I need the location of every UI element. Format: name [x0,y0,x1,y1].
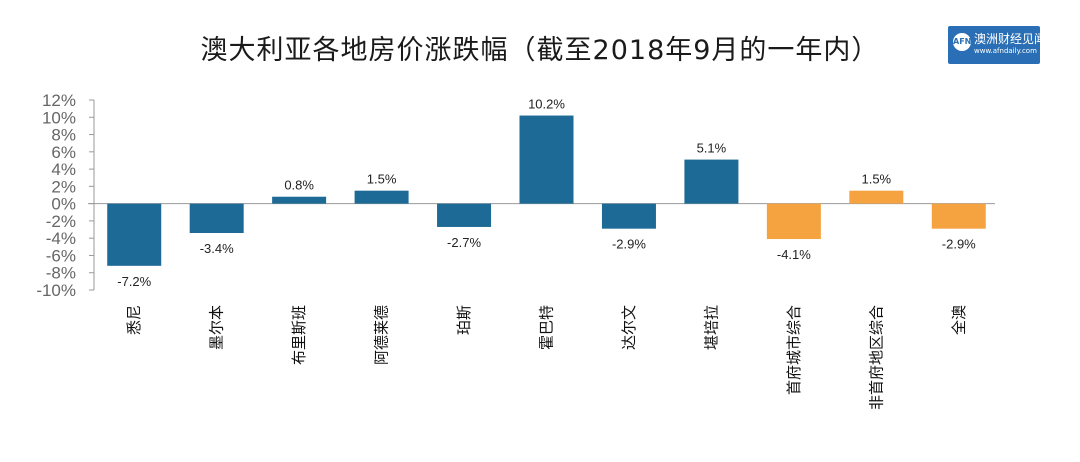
category-label: 非首府地区综合 [867,305,885,410]
y-tick-label: 4% [51,160,76,179]
data-label: -4.1% [777,247,811,262]
y-tick-label: 6% [51,143,76,162]
bar [684,159,739,204]
bar [849,190,904,204]
category-label: 布里斯班 [290,305,308,365]
logo-url: www.afndaily.com [974,47,1037,55]
y-tick-label: 0% [51,195,76,214]
logo-name: 澳洲财经见闻 [974,32,1047,46]
y-tick-label: -4% [46,229,76,248]
brand-logo: AFN 澳洲财经见闻 www.afndaily.com [948,26,1046,64]
data-label: -3.4% [200,241,234,256]
data-label: 10.2% [528,97,565,112]
y-tick-label: -8% [46,264,76,283]
bar [519,115,574,204]
bar [931,203,986,229]
logo-mark: AFN [953,33,971,51]
data-label: -7.2% [117,274,151,289]
category-label: 全澳 [950,305,968,335]
category-label: 霍巴特 [538,305,556,350]
y-tick-label: 2% [51,177,76,196]
y-tick-label: -10% [36,281,76,300]
data-label: 1.5% [367,172,397,187]
data-label: 5.1% [697,141,727,156]
data-label: -2.9% [942,237,976,252]
category-label: 堪培拉 [702,305,720,350]
data-label: 0.8% [284,178,314,193]
category-label: 墨尔本 [208,305,226,350]
bar [272,196,327,204]
bar [354,190,409,204]
data-label: -2.7% [447,235,481,250]
bar [107,203,162,266]
category-label: 珀斯 [455,305,473,335]
bar [766,203,821,240]
y-tick-label: -2% [46,212,76,231]
data-label: 1.5% [861,172,891,187]
y-tick-label: 8% [51,126,76,145]
bar [437,203,492,227]
category-label: 悉尼 [125,305,143,335]
category-label: 达尔文 [620,305,638,350]
y-tick-label: -6% [46,246,76,265]
y-tick-label: 12% [42,91,76,110]
bar [601,203,656,229]
bar [189,203,244,233]
data-label: -2.9% [612,237,646,252]
chart-title: 澳大利亚各地房价涨跌幅（截至2018年9月的一年内） [200,35,880,66]
y-tick-label: 10% [42,108,76,127]
category-label: 首府城市综合 [785,305,803,395]
category-label: 阿德莱德 [373,305,391,365]
